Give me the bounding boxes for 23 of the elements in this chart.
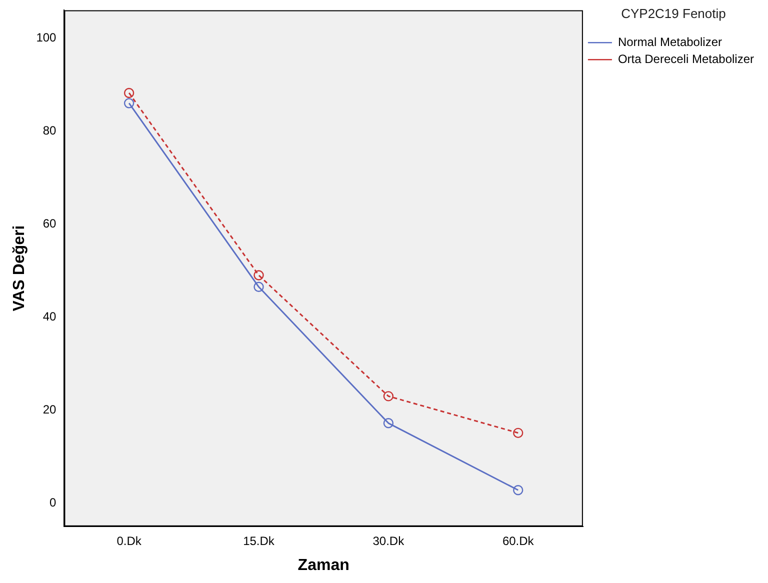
point	[513, 485, 524, 496]
legend-title: CYP2C19 Fenotip	[621, 6, 726, 22]
point	[383, 418, 394, 428]
x-tick-label: 30.Dk	[372, 534, 406, 548]
point	[124, 98, 134, 108]
point	[513, 428, 524, 438]
y-axis-title: VAS Değeri	[11, 225, 28, 312]
point	[124, 88, 134, 98]
y-tick-label: 60	[42, 216, 57, 230]
legend-label: Orta Dereceli Metabolizer	[618, 52, 754, 66]
y-tick-label: 0	[50, 495, 57, 510]
legend-label: Normal Metabolizer	[618, 34, 722, 49]
y-tick-label: 40	[42, 309, 57, 324]
y-tick-label: 80	[42, 123, 57, 138]
x-tick-label: 60.Dk	[502, 534, 535, 548]
x-axis-title: Zaman	[298, 556, 350, 574]
y-tick-label: 100	[36, 30, 57, 44]
y-tick-label: 20	[42, 402, 57, 416]
x-tick-label: 15.Dk	[243, 534, 276, 548]
point	[254, 282, 264, 292]
point	[383, 391, 394, 402]
point	[254, 270, 264, 280]
x-tick-label: 0.Dk	[116, 534, 142, 548]
